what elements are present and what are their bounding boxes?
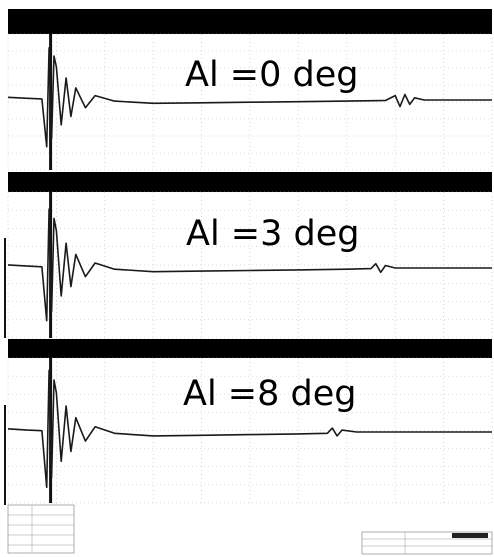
- panel-2-left-marker: [4, 405, 6, 505]
- panel-0: Al =0 deg: [7, 9, 493, 171]
- panel-2: Al =8 deg: [7, 339, 493, 504]
- panel-0-annotation: Al =0 deg: [185, 55, 358, 95]
- scope-readout-left: [7, 504, 75, 554]
- panel-1-header-band: [8, 172, 492, 192]
- scope-readout-right: [361, 531, 493, 555]
- panel-0-trace: [7, 47, 492, 148]
- panel-1-trace: [7, 208, 492, 322]
- panel-0-header-band: [8, 9, 492, 34]
- panel-1-left-marker: [4, 238, 6, 338]
- panel-1-annotation: Al =3 deg: [186, 214, 359, 254]
- panel-2-header-band: [8, 339, 492, 358]
- panel-2-trace: [7, 369, 492, 489]
- panel-2-annotation: Al =8 deg: [183, 374, 356, 414]
- panel-1: Al =3 deg: [7, 172, 493, 339]
